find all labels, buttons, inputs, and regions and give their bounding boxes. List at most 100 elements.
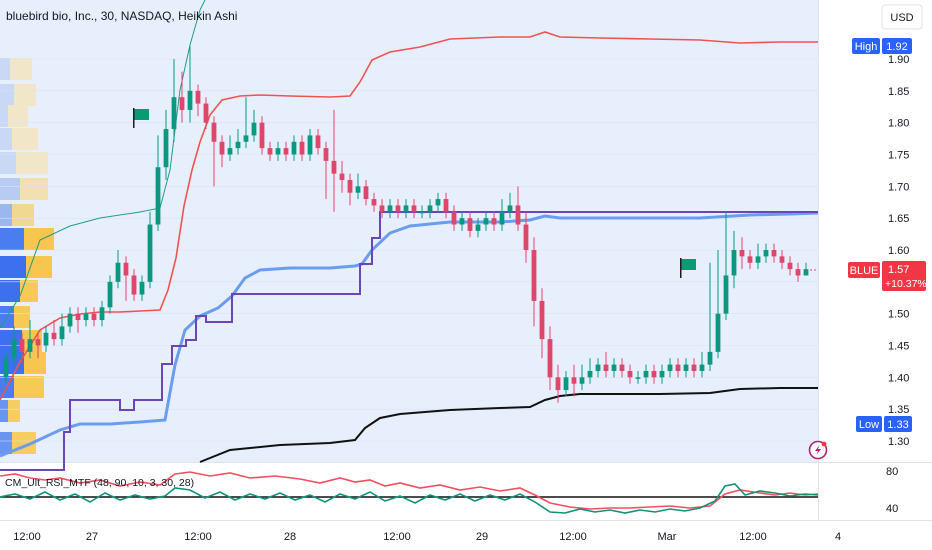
candle-body	[195, 90, 201, 104]
candle	[715, 250, 721, 359]
candle	[27, 320, 33, 359]
volume-bar	[0, 400, 8, 422]
candle	[427, 199, 433, 219]
candle	[571, 364, 577, 397]
high-badge: High 1.92	[852, 38, 912, 54]
y-tick-label: 1.80	[888, 118, 909, 130]
candle	[499, 199, 505, 231]
candle	[67, 307, 73, 333]
candle	[451, 205, 457, 231]
candlesticks	[3, 46, 809, 403]
candle	[611, 358, 617, 378]
candle-body	[355, 186, 361, 193]
candle	[355, 173, 361, 200]
x-tick-label: Mar	[658, 531, 677, 543]
candle	[123, 256, 129, 301]
candle	[11, 326, 17, 365]
y-tick-label: 1.75	[888, 150, 909, 162]
candle	[411, 199, 417, 219]
volume-bar	[0, 178, 20, 200]
candle-body	[347, 179, 353, 193]
candle	[147, 211, 153, 289]
candle-body	[595, 364, 601, 371]
candle	[19, 332, 25, 365]
candle-body	[259, 122, 265, 149]
candle-body	[763, 250, 769, 257]
x-tick-label: 27	[86, 531, 98, 543]
candle-body	[467, 218, 473, 231]
candle-body	[147, 224, 153, 282]
high-value: 1.92	[886, 41, 907, 53]
candle	[403, 199, 409, 219]
candle-body	[395, 205, 401, 212]
candle	[699, 351, 705, 378]
candle-body	[107, 281, 113, 308]
lightning-icon[interactable]	[808, 440, 828, 460]
change-value: +10.37%	[885, 278, 927, 290]
x-tick-label: 4	[835, 531, 841, 543]
price-range-shade	[0, 0, 818, 462]
volume-bar	[10, 58, 32, 80]
candle	[379, 199, 385, 219]
candle-body	[75, 313, 81, 321]
volume-bar	[0, 58, 10, 80]
candle	[747, 250, 753, 270]
candle-body	[131, 275, 137, 295]
high-label: High	[855, 41, 878, 53]
candle-body	[691, 364, 697, 371]
volume-bar	[0, 432, 12, 454]
candle	[603, 351, 609, 378]
candle	[83, 307, 89, 327]
candle-body	[803, 269, 809, 276]
candle-body	[427, 205, 433, 212]
candle-body	[459, 218, 465, 225]
candle	[483, 211, 489, 231]
time-axis[interactable]: 12:00 27 12:00 28 12:00 29 12:00 Mar 12:00 4	[13, 531, 841, 543]
candle-body	[699, 364, 705, 371]
low-badge: Low 1.33	[856, 416, 912, 432]
pane-separator	[0, 462, 932, 463]
candle-body	[171, 97, 177, 130]
y-tick-label: 1.45	[888, 341, 909, 353]
candle-body	[563, 377, 569, 391]
candle	[795, 262, 801, 282]
y-tick-label: 1.90	[888, 54, 909, 66]
volume-bar	[14, 84, 36, 106]
candle	[275, 141, 281, 161]
candle	[643, 364, 649, 384]
candle-body	[587, 370, 593, 378]
candle-body	[243, 135, 249, 142]
candle	[179, 71, 185, 123]
flag-icon[interactable]	[680, 258, 696, 278]
candle-body	[251, 122, 257, 136]
candle-body	[715, 313, 721, 352]
candle	[371, 192, 377, 212]
candle	[243, 97, 249, 149]
candle-body	[555, 377, 561, 391]
axis-separator	[818, 0, 819, 520]
candle-body	[531, 250, 537, 301]
candle-body	[83, 313, 89, 321]
candle	[35, 332, 41, 359]
currency-button[interactable]: USD	[881, 4, 923, 30]
candle	[331, 109, 337, 212]
candle	[339, 160, 345, 193]
volume-bar	[20, 178, 48, 200]
candle-body	[675, 364, 681, 371]
volume-bar	[14, 306, 30, 328]
y-tick-label: 1.35	[888, 404, 909, 416]
candle	[739, 237, 745, 270]
price-axis[interactable]: 1.901.851.801.751.701.651.601.551.501.45…	[888, 54, 909, 448]
candle	[507, 192, 513, 219]
candle-body	[499, 211, 505, 225]
candle	[579, 364, 585, 391]
candle-body	[435, 199, 441, 206]
candle-body	[379, 205, 385, 212]
y-tick-label: 1.50	[888, 309, 909, 321]
flag-icon[interactable]	[133, 108, 149, 128]
candle-body	[139, 281, 145, 295]
candle-body	[491, 218, 497, 225]
candle-body	[651, 370, 657, 378]
candle-body	[35, 339, 41, 346]
